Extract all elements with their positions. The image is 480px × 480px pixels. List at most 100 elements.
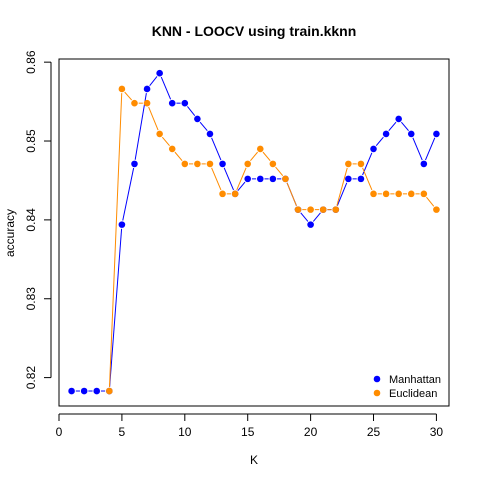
y-axis-label: accuracy — [3, 209, 17, 257]
data-point — [294, 206, 302, 213]
data-point — [269, 175, 277, 183]
data-point — [219, 160, 226, 168]
data-point — [131, 99, 138, 107]
data-point — [307, 221, 314, 228]
series-segment — [426, 196, 435, 207]
data-point — [357, 175, 365, 183]
data-point — [131, 160, 138, 168]
series-segment — [275, 166, 284, 176]
series-layer — [68, 69, 440, 395]
series-segment — [174, 151, 183, 161]
data-point — [244, 160, 252, 168]
data-point — [143, 99, 151, 107]
data-point — [269, 160, 277, 168]
y-tick-label: 0.86 — [24, 50, 38, 74]
series-segment — [300, 212, 309, 222]
x-tick-label: 15 — [241, 425, 255, 439]
data-point — [319, 206, 327, 213]
data-point — [206, 160, 214, 168]
data-point — [231, 190, 239, 198]
data-point — [345, 160, 352, 168]
data-point — [307, 206, 314, 213]
x-tick-label: 20 — [304, 425, 318, 439]
x-tick-label: 5 — [119, 425, 126, 439]
data-point — [143, 85, 151, 93]
x-axis-label: K — [250, 453, 258, 467]
series-segment — [199, 121, 208, 132]
data-point — [194, 160, 201, 168]
plot-frame — [58, 58, 450, 407]
series-segment — [187, 106, 196, 116]
data-point — [433, 130, 440, 138]
data-point — [256, 175, 264, 183]
y-tick-label: 0.84 — [24, 208, 38, 232]
data-point — [156, 130, 163, 138]
data-point — [370, 190, 377, 198]
series-segment — [262, 151, 271, 161]
series-segment — [161, 136, 170, 147]
legend-marker — [373, 375, 381, 383]
data-point — [382, 190, 390, 198]
y-tick-label: 0.83 — [24, 287, 38, 311]
legend-marker — [373, 389, 381, 397]
series-segment — [149, 76, 158, 86]
series-segment — [122, 167, 135, 221]
data-point — [357, 160, 365, 168]
data-point — [106, 387, 113, 395]
y-axis: 0.82 0.83 0.84 0.85 0.86 — [24, 50, 52, 389]
series-segment — [362, 167, 373, 191]
data-point — [382, 130, 390, 138]
data-point — [181, 99, 189, 107]
series-segment — [312, 212, 321, 222]
series-segment — [250, 151, 258, 161]
data-point — [181, 160, 189, 168]
data-point — [68, 387, 75, 395]
legend-label: Euclidean — [389, 388, 437, 400]
series-segment — [336, 182, 348, 206]
series-segment — [286, 182, 297, 206]
data-point — [282, 175, 289, 183]
x-tick-label: 10 — [178, 425, 192, 439]
series-segment — [336, 167, 348, 206]
series-segment — [124, 91, 133, 101]
x-axis: 0 5 10 15 20 25 30 — [56, 413, 444, 439]
data-point — [420, 190, 428, 198]
series-segment — [400, 121, 409, 132]
data-point — [168, 99, 176, 107]
x-tick-label: 25 — [367, 425, 381, 439]
series-segment — [211, 137, 222, 161]
y-tick-label: 0.85 — [24, 129, 38, 153]
data-point — [332, 206, 340, 213]
data-point — [80, 387, 88, 395]
data-point — [168, 145, 176, 153]
data-point — [395, 190, 402, 198]
legend-label: Manhattan — [389, 374, 441, 386]
series-segment — [108, 93, 123, 387]
data-point — [370, 145, 377, 153]
x-tick-label: 0 — [56, 425, 63, 439]
data-point — [407, 190, 415, 198]
data-point — [219, 190, 226, 198]
data-point — [93, 387, 101, 395]
data-point — [194, 115, 201, 123]
data-point — [156, 69, 163, 77]
series-segment — [237, 181, 246, 191]
data-point — [118, 85, 126, 93]
x-tick-label: 30 — [430, 425, 444, 439]
data-point — [345, 175, 352, 183]
series-segment — [223, 167, 234, 191]
data-point — [420, 160, 428, 168]
series-segment — [160, 76, 172, 100]
data-point — [433, 206, 440, 213]
chart-title: KNN - LOOCV using train.kknn — [152, 23, 357, 39]
series-segment — [375, 136, 384, 147]
data-point — [118, 221, 126, 228]
data-point — [206, 130, 214, 138]
series-segment — [236, 167, 247, 191]
data-point — [395, 115, 402, 123]
data-point — [256, 145, 264, 153]
series-segment — [425, 137, 436, 161]
data-point — [244, 175, 252, 183]
